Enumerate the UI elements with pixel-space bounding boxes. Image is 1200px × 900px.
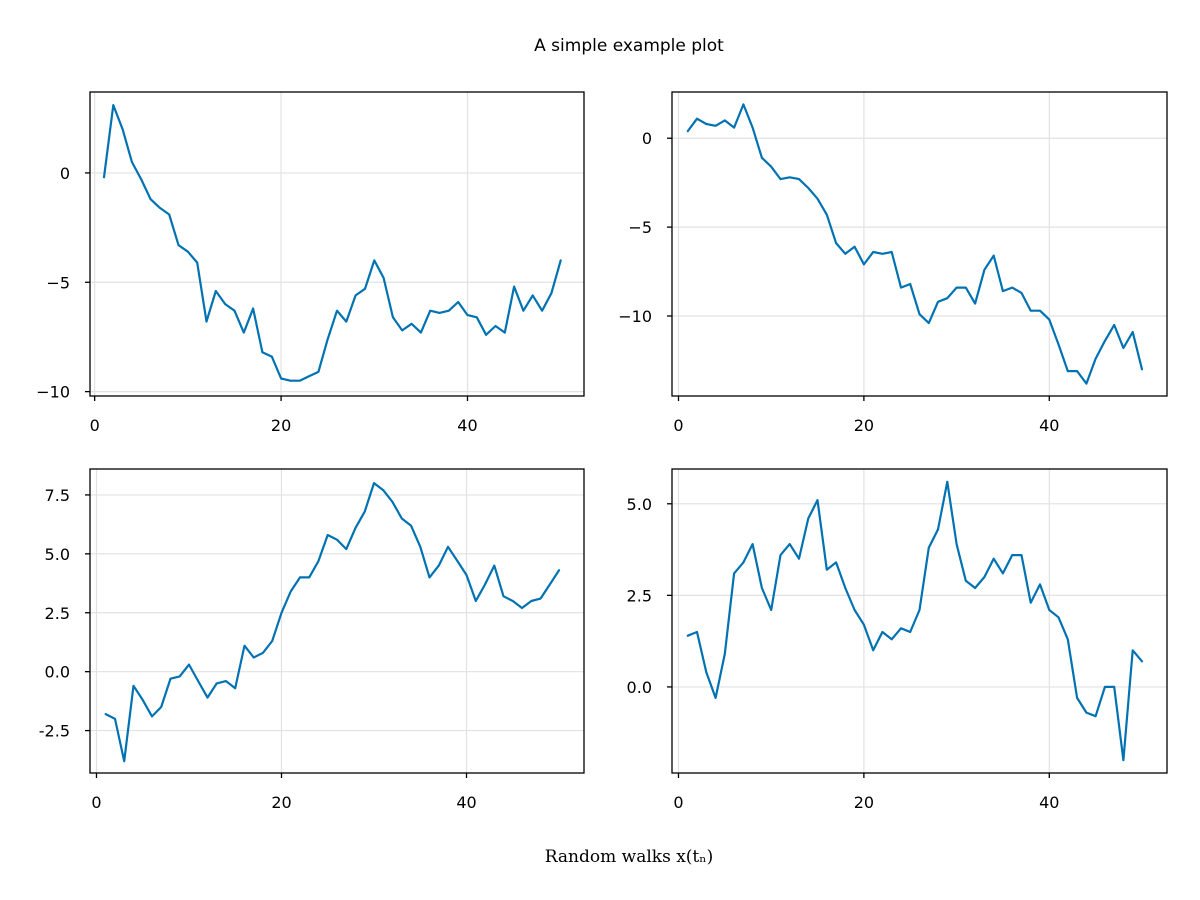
x-tick-label: 40 [1039, 416, 1059, 435]
subplot-grid: 0 20 40 −10 −5 0 0 20 40 −10 −5 0 0 20 40 -2.5 0.0 2.5 5.0… [36, 91, 1168, 812]
x-tick-label: 40 [1039, 793, 1059, 812]
y-tick-label: 0.0 [627, 678, 652, 697]
y-tick-label: -2.5 [39, 722, 70, 741]
x-tick-label: 20 [854, 793, 874, 812]
figure-xlabel: Random walks x(tₙ) [545, 847, 714, 867]
x-tick-label: 0 [90, 416, 100, 435]
y-tick-label: 7.5 [45, 486, 70, 505]
y-tick-label: 5.0 [627, 495, 652, 514]
subplot-1: 0 20 40 −10 −5 0 [36, 91, 585, 435]
y-tick-label: 5.0 [45, 545, 70, 564]
y-tick-label: −5 [46, 273, 70, 292]
x-tick-label: 40 [457, 416, 477, 435]
y-tick-label: −5 [628, 218, 652, 237]
y-tick-label: −10 [618, 307, 652, 326]
x-tick-label: 20 [854, 416, 874, 435]
x-tick-label: 20 [271, 793, 291, 812]
y-tick-label: −10 [36, 383, 70, 402]
figure-title: A simple example plot [534, 36, 724, 56]
axes-frame [671, 468, 1168, 774]
series-line [104, 482, 561, 763]
x-tick-label: 0 [673, 793, 683, 812]
x-tick-label: 40 [456, 793, 476, 812]
subplot-2: 0 20 40 −10 −5 0 [618, 91, 1168, 435]
x-tick-label: 20 [271, 416, 291, 435]
axes-frame [89, 91, 585, 397]
y-tick-label: 0.0 [45, 663, 70, 682]
subplot-3: 0 20 40 -2.5 0.0 2.5 5.0 7.5 [39, 468, 585, 812]
y-tick-label: 2.5 [45, 604, 70, 623]
series-line [102, 103, 562, 382]
axes-frame [89, 468, 585, 774]
x-tick-label: 0 [91, 793, 101, 812]
x-tick-label: 0 [673, 416, 683, 435]
series-line [686, 103, 1144, 385]
series-line [686, 480, 1144, 762]
y-tick-label: 0 [60, 164, 70, 183]
subplot-4: 0 20 40 0.0 2.5 5.0 [627, 468, 1168, 812]
axes-frame [671, 91, 1168, 397]
y-tick-label: 2.5 [627, 586, 652, 605]
y-tick-label: 0 [642, 129, 652, 148]
